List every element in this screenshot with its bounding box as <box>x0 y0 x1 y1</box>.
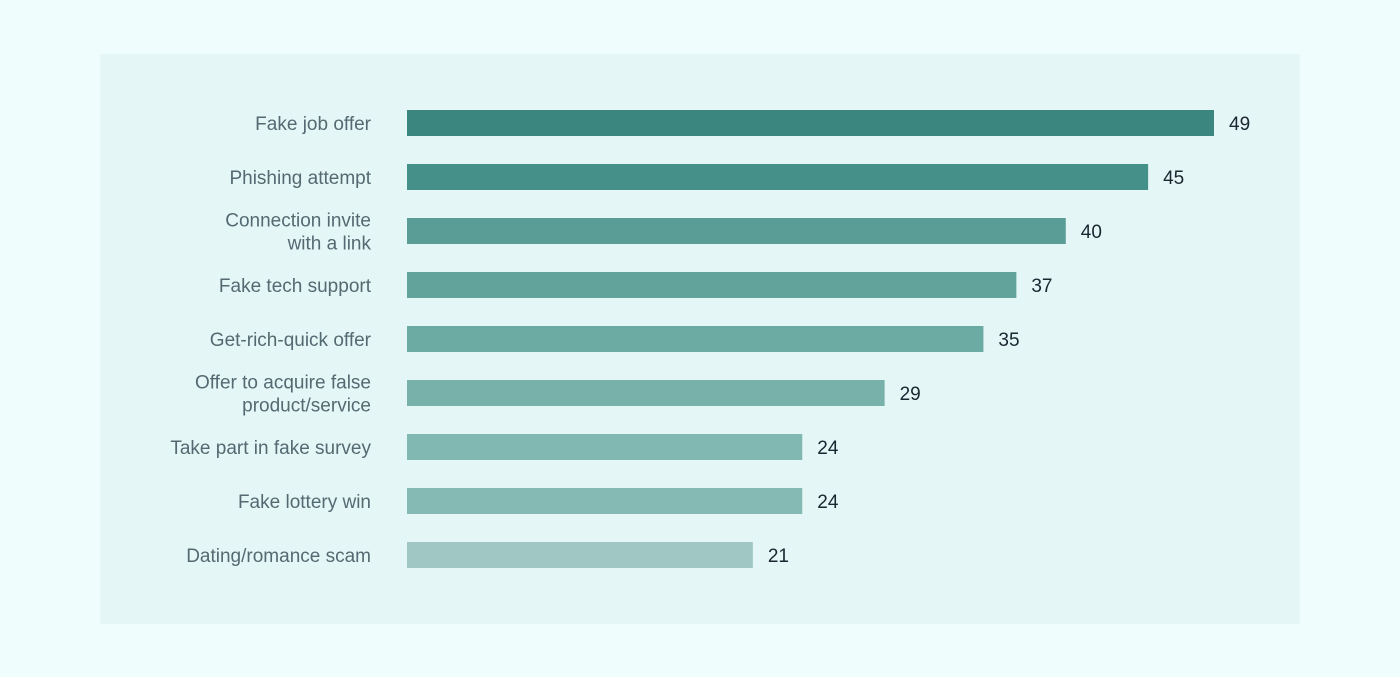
value-label-offer-to-acquire-false-product-service: 29 <box>900 384 921 405</box>
value-label-connection-invite-with-a-link: 40 <box>1081 222 1102 243</box>
value-label-dating-romance-scam: 21 <box>768 546 789 567</box>
bar-get-rich-quick-offer <box>407 326 984 352</box>
bar-fake-job-offer <box>407 110 1214 136</box>
value-label-fake-lottery-win: 24 <box>817 492 839 513</box>
bar-fake-lottery-win <box>407 488 803 514</box>
category-label-get-rich-quick-offer: Get-rich-quick offer <box>210 330 372 351</box>
bar-dating-romance-scam <box>407 542 753 568</box>
category-label-fake-job-offer: Fake job offer <box>255 114 372 135</box>
category-label-fake-lottery-win: Fake lottery win <box>238 492 371 513</box>
bar-fake-tech-support <box>407 272 1017 298</box>
bar-phishing-attempt <box>407 164 1149 190</box>
bar-connection-invite-with-a-link <box>407 218 1066 244</box>
category-label-fake-tech-support: Fake tech support <box>219 276 372 297</box>
category-label-dating-romance-scam: Dating/romance scam <box>186 546 371 567</box>
category-label-offer-to-acquire-false-product-service: Offer to acquire false product/service <box>195 373 371 417</box>
bar-offer-to-acquire-false-product-service <box>407 380 885 406</box>
value-label-get-rich-quick-offer: 35 <box>998 330 1019 351</box>
category-label-phishing-attempt: Phishing attempt <box>229 168 371 189</box>
value-label-fake-job-offer: 49 <box>1229 114 1250 135</box>
value-label-take-part-in-fake-survey: 24 <box>817 438 839 459</box>
value-label-phishing-attempt: 45 <box>1163 168 1184 189</box>
category-label-take-part-in-fake-survey: Take part in fake survey <box>170 438 371 459</box>
bar-take-part-in-fake-survey <box>407 434 803 460</box>
category-label-connection-invite-with-a-link: Connection invite with a link <box>225 211 371 255</box>
value-label-fake-tech-support: 37 <box>1031 276 1052 297</box>
